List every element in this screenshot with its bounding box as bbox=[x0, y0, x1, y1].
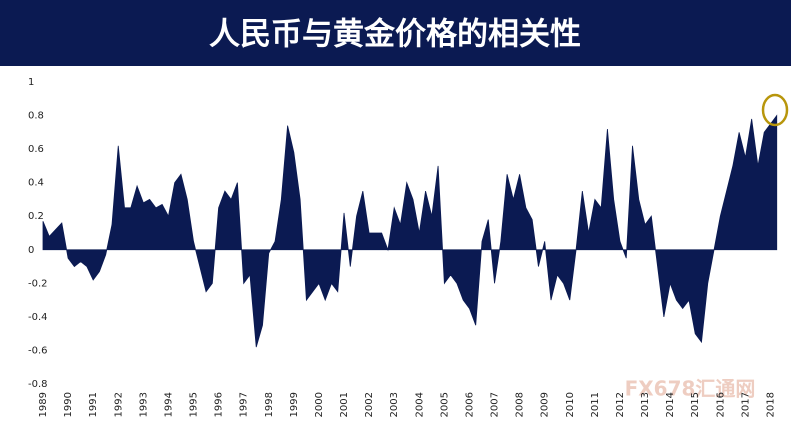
x-tick-label: 1992 bbox=[113, 392, 124, 417]
y-tick-label: 0.6 bbox=[28, 144, 44, 155]
x-tick-label: 2015 bbox=[690, 392, 701, 417]
y-tick-label: 0.2 bbox=[28, 211, 44, 222]
x-tick-label: 2016 bbox=[715, 392, 726, 417]
chart-title: 人民币与黄金价格的相关性 bbox=[209, 17, 581, 53]
y-tick-label: 0.4 bbox=[28, 178, 44, 189]
x-tick-label: 2010 bbox=[565, 392, 576, 417]
x-tick-label: 1994 bbox=[163, 392, 174, 417]
highlight-circle bbox=[761, 93, 789, 127]
area bbox=[42, 114, 778, 348]
y-tick-label: -0.8 bbox=[28, 379, 48, 390]
x-tick-label: 2009 bbox=[540, 392, 551, 417]
title-banner bbox=[0, 0, 791, 66]
x-tick-label: 1993 bbox=[138, 392, 149, 417]
x-tick-label: 2000 bbox=[314, 392, 325, 417]
x-tick-label: 2006 bbox=[464, 392, 475, 417]
x-tick-label: 1990 bbox=[63, 392, 74, 417]
x-tick-label: 1989 bbox=[38, 392, 49, 417]
x-tick-label: 2001 bbox=[339, 392, 350, 417]
x-tick-label: 1995 bbox=[189, 392, 200, 417]
y-tick-label: 1 bbox=[28, 77, 34, 88]
x-tick-label: 2008 bbox=[515, 392, 526, 417]
y-tick-label: -0.4 bbox=[28, 312, 48, 323]
x-tick-label: 2004 bbox=[414, 392, 425, 417]
x-tick-label: 1999 bbox=[289, 392, 300, 417]
y-tick-label: 0 bbox=[28, 245, 34, 256]
y-tick-label: 0.8 bbox=[28, 111, 44, 122]
watermark: FX678汇通网 bbox=[625, 377, 756, 401]
x-tick-label: 2012 bbox=[615, 392, 626, 417]
x-tick-label: 1996 bbox=[214, 392, 225, 417]
x-tick-label: 1991 bbox=[88, 392, 99, 417]
x-tick-label: 2007 bbox=[490, 392, 501, 417]
y-tick-label: -0.2 bbox=[28, 278, 48, 289]
x-tick-label: 2013 bbox=[640, 392, 651, 417]
x-tick-label: 2002 bbox=[364, 392, 375, 417]
x-tick-label: 2017 bbox=[740, 392, 751, 417]
x-tick-label: 1998 bbox=[264, 392, 275, 417]
x-tick-label: 1997 bbox=[239, 392, 250, 417]
plot: 1 0.8 0.6 0.4 0.2 0 -0.2 -0.4 -0.6 -0.8 1989 1990 19… bbox=[28, 77, 789, 417]
x-tick-label: 2011 bbox=[590, 392, 601, 417]
x-tick-label: 2005 bbox=[439, 392, 450, 417]
x-tick-label: 2014 bbox=[665, 392, 676, 417]
y-tick-label: -0.6 bbox=[28, 345, 48, 356]
x-tick-label: 2003 bbox=[389, 392, 400, 417]
x-tick-label: 2018 bbox=[765, 392, 776, 417]
